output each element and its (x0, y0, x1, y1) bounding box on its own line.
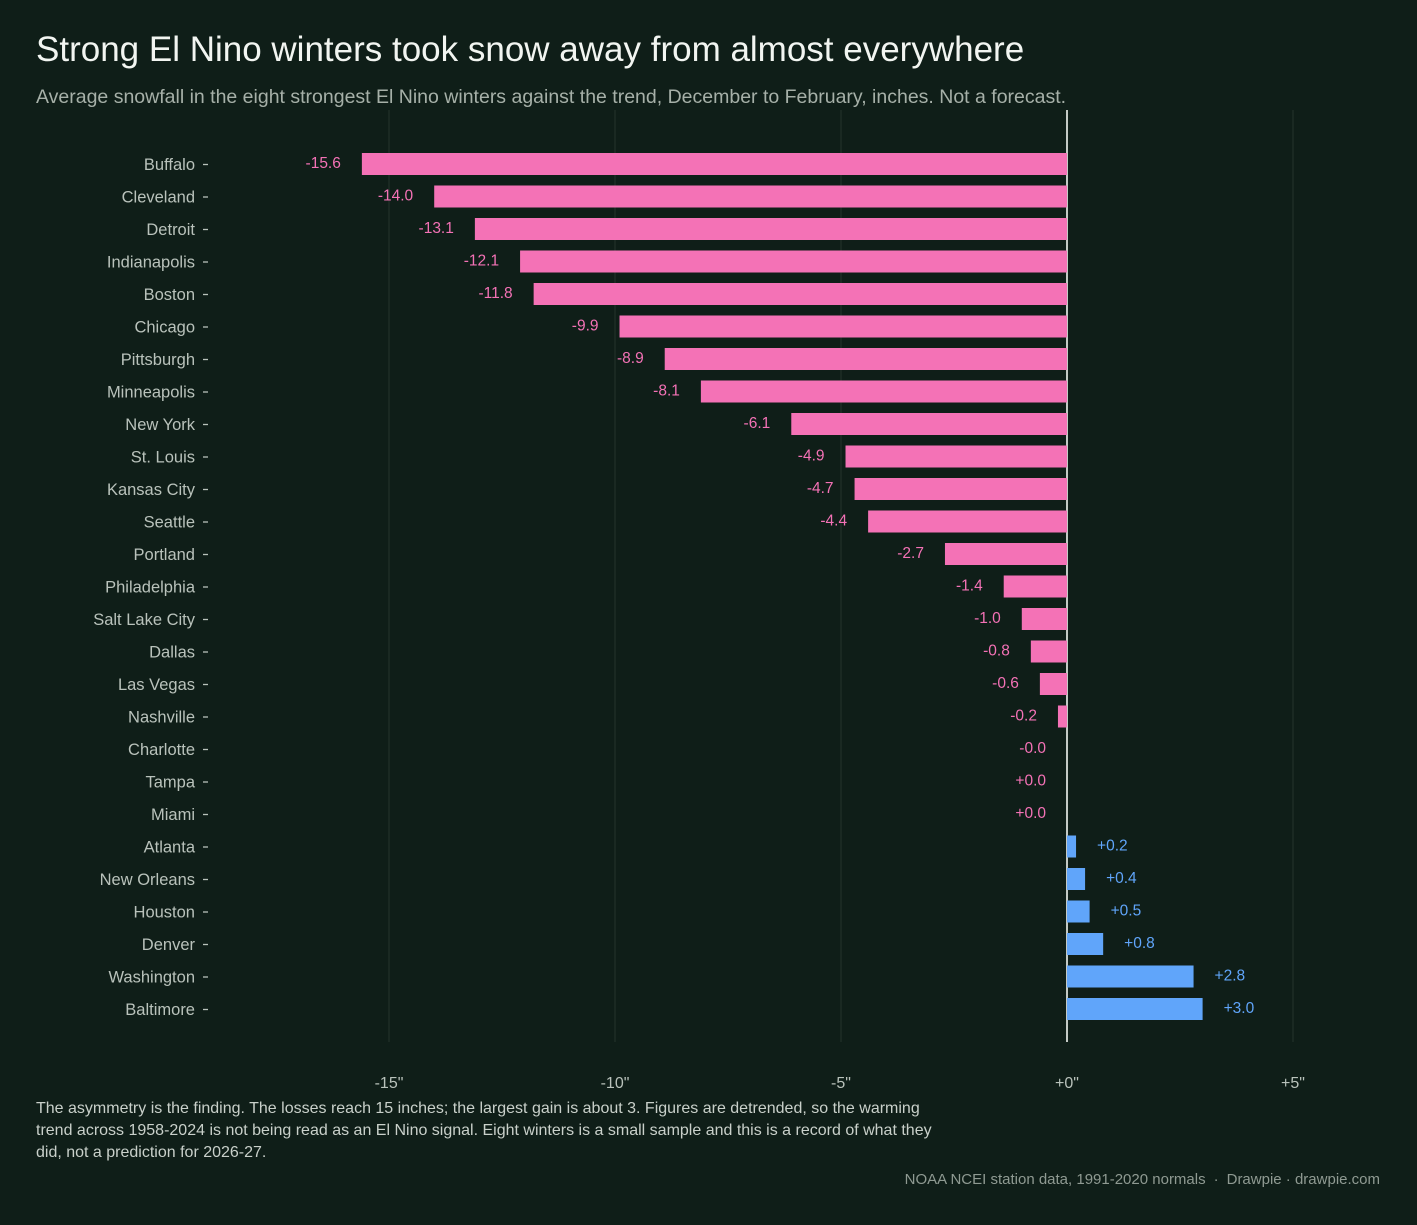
bar (520, 250, 1067, 273)
bars (361, 153, 1203, 1020)
value-labels: -15.6 -14.0 -13.1 -12.1 -11.8 -9.9 -8.9 -8.1 -6.… (306, 155, 1255, 1017)
value-label: -14.0 (378, 188, 414, 205)
category-label: New York (125, 416, 195, 434)
bar (854, 478, 1067, 500)
category-label: Philadelphia (105, 579, 196, 597)
value-label: -4.7 (807, 480, 834, 497)
value-label: -13.1 (419, 220, 454, 237)
category-label: Buffalo (144, 156, 195, 174)
source-separator: · (1213, 1171, 1219, 1188)
x-tick-label: -5" (831, 1075, 851, 1092)
category-labels: Buffalo Cleveland Detroit Indianapolis Bosto… (93, 156, 208, 1019)
value-label: -4.9 (798, 448, 825, 465)
bar (1067, 868, 1086, 890)
value-label: -15.6 (306, 155, 341, 172)
value-label: +0.8 (1124, 935, 1155, 952)
bar (1030, 640, 1067, 663)
bar (1067, 900, 1090, 923)
category-label: Las Vegas (118, 676, 195, 694)
x-tick-label: -10" (601, 1075, 630, 1092)
category-label: Kansas City (107, 481, 196, 499)
value-label: -8.1 (653, 383, 680, 400)
value-label: -8.9 (617, 350, 644, 367)
x-tick-labels: -15" -10" -5" +0" +5" (375, 1075, 1305, 1092)
category-label: Charlotte (128, 741, 195, 759)
category-label: New Orleans (100, 871, 195, 889)
category-label: Dallas (149, 644, 195, 662)
value-label: -0.6 (992, 675, 1019, 692)
bar (533, 283, 1067, 305)
footnote: The asymmetry is the finding. The losses… (36, 1100, 932, 1161)
value-label: -4.4 (820, 513, 847, 530)
category-label: Cleveland (122, 189, 195, 207)
bar (1067, 965, 1194, 988)
category-label: St. Louis (131, 449, 195, 467)
value-label: -0.0 (1019, 740, 1046, 757)
category-label: Atlanta (144, 839, 196, 857)
x-tick-label: +5" (1281, 1075, 1305, 1092)
value-label: -0.8 (983, 643, 1010, 660)
bar (1003, 575, 1067, 598)
bar (664, 348, 1067, 370)
category-label: Salt Lake City (93, 611, 196, 629)
bar (361, 153, 1067, 175)
chart-subtitle: Average snowfall in the eight strongest … (36, 86, 1067, 108)
category-label: Baltimore (125, 1001, 195, 1019)
value-label: -2.7 (897, 545, 924, 562)
value-label: -1.0 (974, 610, 1001, 627)
bar (1067, 835, 1077, 858)
category-label: Seattle (144, 514, 195, 532)
bar (791, 413, 1067, 435)
category-label: Detroit (146, 221, 195, 239)
value-label: -12.1 (464, 253, 499, 270)
bar (1057, 705, 1067, 728)
category-label: Portland (134, 546, 195, 564)
category-label: Denver (142, 936, 196, 954)
bar (619, 315, 1067, 338)
value-label: +0.0 (1015, 805, 1046, 822)
source-credit: NOAA NCEI station data, 1991-2020 normal… (905, 1171, 1380, 1188)
value-label: +3.0 (1224, 1000, 1255, 1017)
bar (868, 510, 1067, 533)
chart-title: Strong El Nino winters took snow away fr… (36, 30, 1025, 69)
category-label: Pittsburgh (121, 351, 195, 369)
bar (700, 380, 1067, 403)
x-tick-label: +0" (1055, 1075, 1079, 1092)
bar (1021, 608, 1067, 630)
gridlines (388, 110, 1294, 1042)
category-label: Chicago (134, 319, 195, 337)
value-label: +2.8 (1215, 968, 1246, 985)
category-label: Indianapolis (107, 254, 195, 272)
category-label: Minneapolis (107, 384, 195, 402)
value-label: -6.1 (744, 415, 771, 432)
bar (434, 185, 1067, 208)
category-label: Washington (108, 969, 195, 987)
bar (474, 218, 1067, 240)
value-label: +0.4 (1106, 870, 1137, 887)
source-text: NOAA NCEI station data, 1991-2020 normal… (904, 1171, 1206, 1188)
value-label: -9.9 (572, 318, 599, 335)
bar (1039, 673, 1067, 695)
value-label: -0.2 (1010, 708, 1037, 725)
value-label: -1.4 (956, 578, 983, 595)
value-label: -11.8 (478, 285, 512, 302)
value-label: +0.2 (1097, 838, 1128, 855)
bar (1067, 933, 1104, 955)
bar (1067, 998, 1203, 1020)
credit-text: Drawpie · drawpie.com (1226, 1171, 1380, 1188)
x-tick-label: -15" (375, 1075, 404, 1092)
category-label: Houston (134, 904, 195, 922)
value-label: +0.0 (1015, 773, 1046, 790)
category-label: Tampa (145, 774, 195, 792)
category-label: Nashville (128, 709, 195, 727)
category-label: Boston (144, 286, 195, 304)
value-label: +0.5 (1111, 903, 1142, 920)
bar (845, 445, 1067, 468)
category-label: Miami (151, 806, 195, 824)
bar (944, 543, 1067, 565)
